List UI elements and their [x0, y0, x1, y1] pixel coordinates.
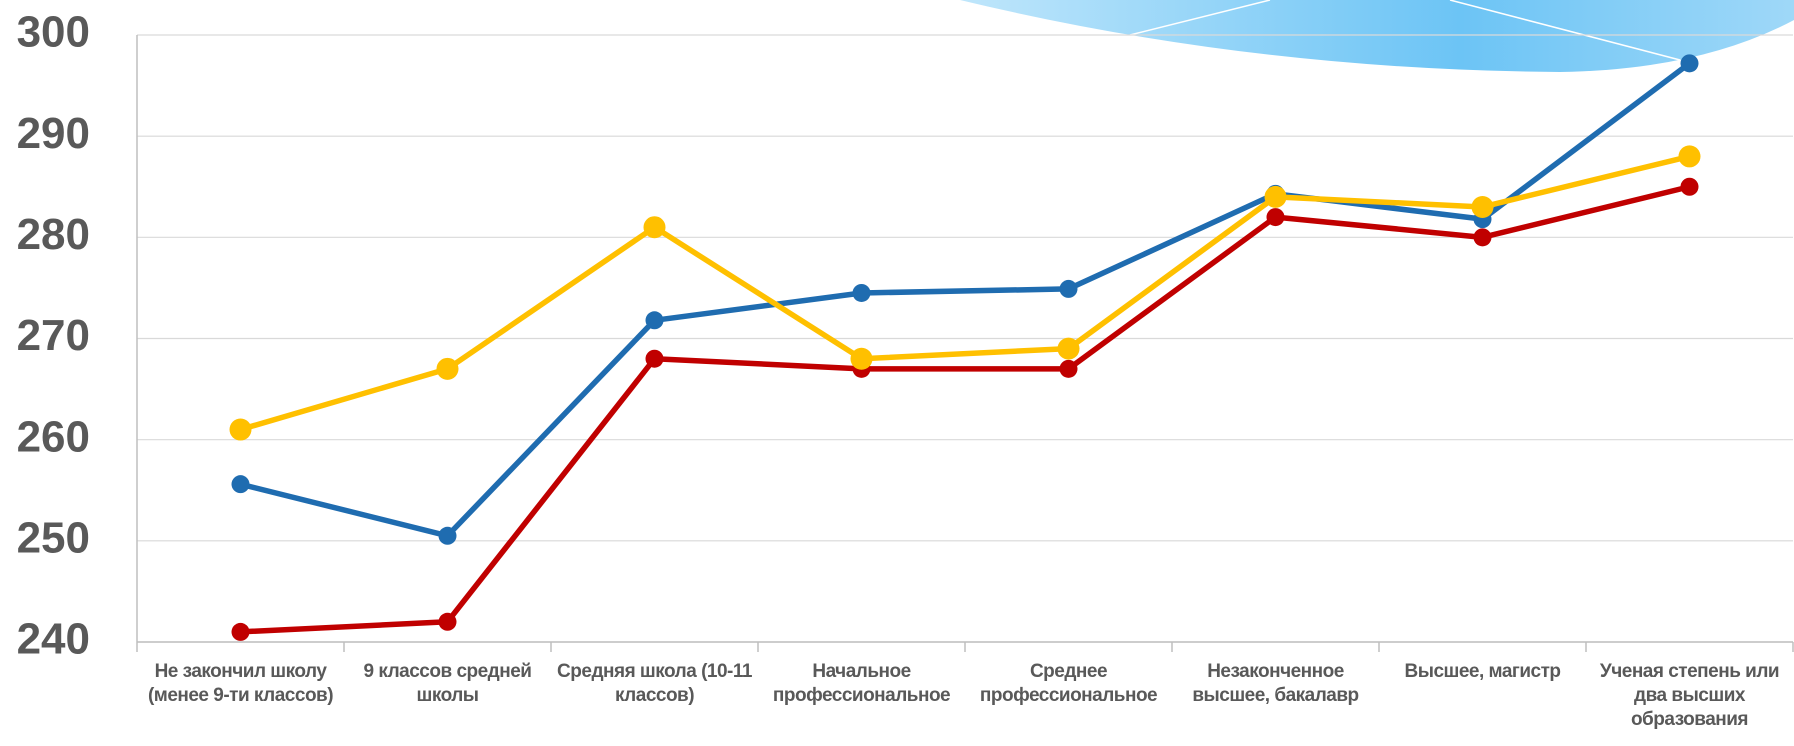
marker	[1266, 208, 1285, 227]
marker	[852, 283, 871, 302]
marker	[1471, 195, 1494, 218]
marker	[1059, 359, 1078, 378]
x-tick-label: Незаконченное высшее, бакалавр	[1192, 661, 1359, 706]
marker	[438, 526, 457, 545]
x-tick-label: Среднее профессиональное	[979, 661, 1158, 706]
y-tick-label: 240	[17, 615, 90, 664]
series-line	[239, 153, 1691, 433]
marker	[1680, 54, 1699, 73]
series-line	[240, 184, 1691, 635]
decoration	[1129, 0, 1681, 61]
decoration	[960, 0, 1794, 72]
x-tick-label: Ученая степень или два высших образовани…	[1599, 661, 1780, 730]
x-tick-label: Высшее, магистр	[1404, 661, 1562, 682]
marker	[436, 357, 459, 380]
marker	[229, 418, 252, 441]
marker	[1059, 279, 1078, 298]
marker	[1678, 145, 1701, 168]
x-tick-label: Не закончил школу (менее 9-ти классов)	[147, 661, 334, 706]
marker	[231, 622, 250, 641]
y-tick-label: 300	[17, 8, 90, 57]
y-tick-label: 280	[17, 210, 90, 259]
marker	[1057, 337, 1080, 360]
y-tick-label: 290	[17, 109, 90, 158]
marker	[231, 475, 250, 494]
marker	[643, 216, 666, 239]
x-tick-label: Средняя школа (10-11 классов)	[557, 661, 752, 706]
marker	[1473, 228, 1492, 247]
marker	[645, 311, 664, 330]
x-tick-label: 9 классов средней школы	[363, 661, 532, 706]
marker	[438, 612, 457, 631]
marker	[1264, 185, 1287, 208]
y-tick-label: 260	[17, 412, 90, 461]
marker	[645, 349, 664, 368]
marker	[850, 347, 873, 370]
y-tick-label: 270	[17, 311, 90, 360]
x-tick-label: Начальное профессиональное	[772, 661, 951, 706]
marker	[1680, 177, 1699, 196]
series-line	[239, 61, 1692, 539]
y-tick-label: 250	[17, 513, 90, 562]
